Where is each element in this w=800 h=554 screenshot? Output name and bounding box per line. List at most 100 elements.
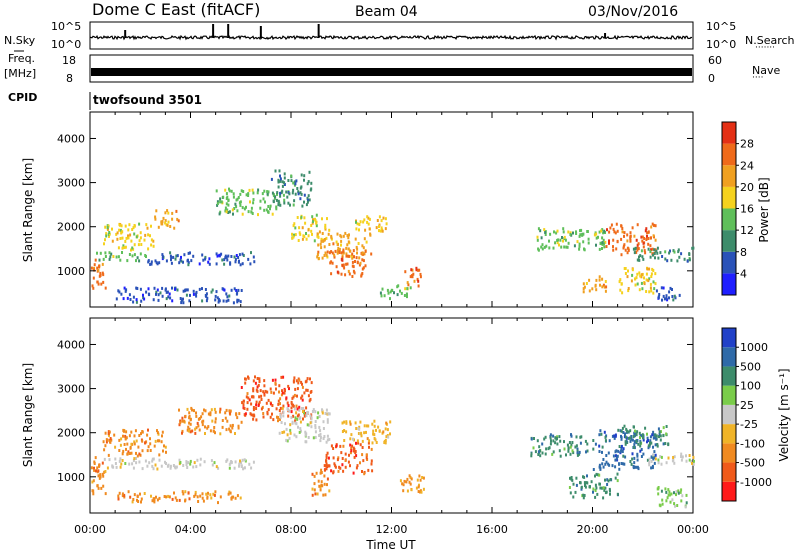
power-cell	[324, 226, 327, 230]
velocity-cell	[352, 446, 355, 450]
colorbar-swatch	[722, 366, 736, 386]
power-cell	[576, 240, 579, 244]
power-cell	[138, 239, 141, 243]
power-cell	[128, 253, 131, 256]
power-cell	[93, 263, 96, 267]
velocity-cell	[622, 431, 625, 434]
power-cell	[410, 268, 413, 272]
velocity-cell	[257, 404, 260, 407]
velocity-cell	[556, 437, 558, 441]
velocity-cell	[680, 452, 683, 456]
velocity-cell	[354, 451, 357, 455]
velocity-cell	[165, 495, 168, 499]
power-cell	[180, 255, 182, 259]
power-cell	[264, 200, 266, 204]
velocity-cell	[575, 444, 578, 448]
velocity-cell	[662, 426, 665, 430]
power-cell	[591, 287, 594, 291]
velocity-cell	[181, 416, 184, 420]
power-cell	[307, 228, 310, 232]
power-cell	[346, 234, 349, 238]
velocity-cell	[323, 435, 326, 438]
velocity-cell	[365, 456, 368, 460]
velocity-cell	[215, 465, 218, 469]
velocity-cell	[604, 486, 607, 490]
velocity-cell	[570, 443, 573, 447]
velocity-cell	[685, 501, 688, 505]
power-cell	[105, 234, 108, 238]
velocity-cell	[293, 407, 296, 411]
velocity-cell	[300, 407, 303, 410]
velocity-cell	[603, 488, 606, 492]
velocity-cell	[213, 461, 216, 465]
velocity-cell	[536, 439, 539, 443]
power-cell	[321, 217, 323, 221]
velocity-cell	[279, 413, 282, 417]
velocity-cell	[272, 418, 275, 422]
power-cell	[367, 216, 370, 220]
nsky-tick-top: 10^5	[51, 20, 81, 33]
power-cell	[119, 237, 122, 240]
velocity-cell	[657, 492, 660, 496]
velocity-cell	[172, 464, 175, 467]
power-cell	[336, 232, 339, 236]
power-cell	[133, 243, 136, 247]
velocity-cell	[630, 462, 633, 466]
power-cell	[614, 231, 617, 235]
velocity-cell	[289, 431, 292, 435]
velocity-cell	[410, 488, 413, 492]
velocity-cell	[355, 466, 358, 470]
velocity-cell	[314, 430, 317, 434]
velocity-cell	[660, 455, 663, 459]
velocity-cell	[336, 458, 339, 462]
power-cell	[329, 261, 332, 265]
velocity-cell	[668, 490, 671, 494]
freq-trace	[91, 68, 692, 76]
power-cell	[176, 288, 179, 292]
velocity-cell	[286, 407, 289, 411]
velocity-cell	[228, 411, 231, 415]
power-cell	[283, 176, 286, 180]
power-cell	[165, 259, 168, 263]
power-cell	[305, 237, 308, 241]
power-cell	[154, 215, 157, 219]
velocity-cell	[620, 429, 623, 433]
velocity-cell	[370, 447, 373, 451]
velocity-cell	[201, 423, 204, 427]
nsky-tick-bottom: 10^0	[51, 38, 81, 51]
power-cell	[230, 288, 233, 292]
power-cell	[147, 247, 150, 251]
power-cell	[640, 235, 643, 239]
power-cell	[307, 180, 310, 184]
power-cell	[165, 223, 168, 227]
power-cell	[132, 300, 135, 304]
velocity-cell	[178, 423, 181, 427]
velocity-cell	[638, 431, 641, 435]
velocity-cell	[360, 431, 363, 435]
power-cell	[648, 290, 651, 294]
power-cell	[381, 287, 384, 291]
power-cell	[120, 292, 123, 296]
velocity-cell	[184, 498, 187, 502]
velocity-cell	[224, 416, 227, 420]
power-cell	[122, 244, 125, 248]
velocity-cell	[92, 479, 95, 483]
velocity-cell	[361, 446, 364, 449]
velocity-cell	[549, 433, 552, 437]
velocity-cell	[406, 489, 409, 493]
power-cell	[323, 245, 326, 249]
power-cell	[357, 242, 360, 245]
velocity-cell	[102, 440, 105, 444]
power-cell	[595, 236, 598, 240]
power-cell	[419, 272, 422, 276]
velocity-cell	[260, 398, 263, 401]
power-cell	[225, 210, 228, 214]
velocity-cell	[545, 447, 548, 451]
velocity-cell	[119, 443, 122, 447]
power-cell	[378, 225, 380, 228]
velocity-cell	[370, 462, 373, 466]
velocity-cell	[530, 454, 533, 458]
power-cell	[582, 282, 585, 286]
power-y-axis-label: Slant Range [km]	[21, 158, 35, 262]
velocity-cell	[342, 469, 345, 473]
